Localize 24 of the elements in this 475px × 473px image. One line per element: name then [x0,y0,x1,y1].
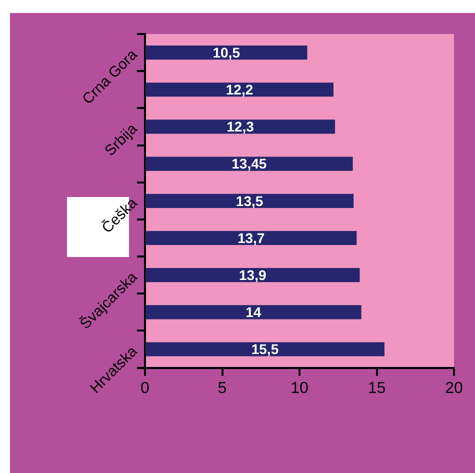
bar [146,194,354,208]
x-tick-label: 15 [368,380,386,397]
bar [146,342,384,356]
bar [146,156,353,171]
bar [146,120,336,134]
x-tick-label: 5 [218,380,227,397]
data-label: 13,9 [239,266,266,283]
bar [146,46,308,60]
bar [146,82,334,97]
data-label: 13,5 [236,192,264,209]
data-label: 15,5 [251,341,279,358]
data-label: 10,5 [212,44,240,60]
bar [146,268,360,282]
y-tick-label: Crna Gora [79,46,142,108]
data-label: 12,2 [226,81,254,98]
bar [146,305,362,320]
data-label: 14 [246,304,262,320]
x-tick-label: 0 [140,380,150,397]
data-label: 13,45 [232,156,267,172]
x-tick-label: 20 [445,380,463,397]
data-label: 12,3 [226,118,254,135]
bar [146,230,357,246]
data-label: 13,7 [237,230,265,246]
x-tick-label: 10 [290,380,308,397]
